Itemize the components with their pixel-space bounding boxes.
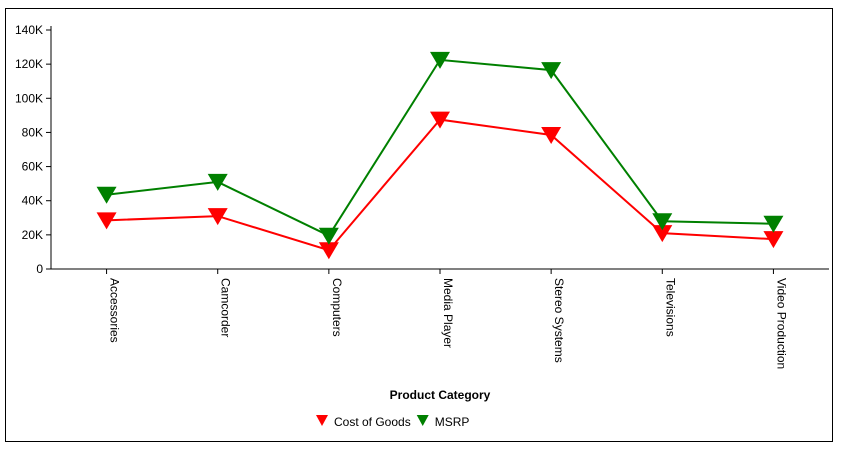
- series-layer: [96, 51, 784, 260]
- series-line: [106, 118, 774, 252]
- legend-label: MSRP: [435, 415, 470, 429]
- data-point-marker: [430, 111, 450, 129]
- legend: Cost of Goods MSRP: [316, 415, 469, 429]
- legend-marker: [316, 415, 328, 426]
- data-point-marker: [96, 212, 117, 230]
- x-tick-label: Stereo Systems: [552, 278, 566, 363]
- y-tick-label: 80K: [22, 125, 43, 139]
- x-axis-title: Product Category: [390, 388, 491, 402]
- y-tick-label: 60K: [22, 160, 43, 174]
- y-tick-label: 100K: [15, 91, 43, 105]
- y-tick-label: 0: [36, 262, 43, 276]
- legend-item: Cost of Goods: [316, 415, 411, 429]
- data-point-marker: [763, 215, 784, 233]
- x-tick-label: Camcorder: [219, 278, 233, 337]
- x-tick-label: Video Production: [774, 278, 788, 369]
- data-point-marker: [541, 126, 562, 144]
- y-tick-label: 120K: [15, 57, 43, 71]
- x-tick-label: Televisions: [663, 278, 677, 337]
- data-point-marker: [318, 242, 339, 260]
- x-tick-label: Media Player: [441, 278, 455, 348]
- series-msrp: [96, 51, 784, 245]
- data-point-marker: [652, 213, 673, 231]
- series-cost-of-goods: [96, 111, 784, 260]
- x-axis: Accessories Camcorder Computers Media Playe…: [51, 268, 829, 369]
- data-point-marker: [207, 173, 228, 191]
- y-tick-label: 20K: [22, 228, 43, 242]
- legend-marker: [416, 415, 429, 426]
- legend-label: Cost of Goods: [334, 415, 411, 429]
- y-tick-label: 40K: [22, 194, 43, 208]
- data-point-marker: [541, 62, 562, 80]
- data-point-marker: [318, 227, 339, 245]
- data-point-marker: [652, 225, 673, 243]
- x-tick-label: Computers: [330, 278, 344, 337]
- data-point-marker: [96, 186, 117, 204]
- chart-frame: [5, 8, 833, 442]
- data-point-marker: [763, 231, 784, 249]
- legend-item: MSRP: [416, 415, 470, 429]
- series-line: [106, 58, 774, 237]
- data-point-marker: [430, 51, 450, 69]
- y-axis: 0 20K 40K 60K 80K 100K 120K 140K: [15, 23, 52, 276]
- data-point-marker: [207, 208, 228, 226]
- y-tick-label: 140K: [15, 23, 43, 37]
- x-tick-label: Accessories: [108, 278, 122, 343]
